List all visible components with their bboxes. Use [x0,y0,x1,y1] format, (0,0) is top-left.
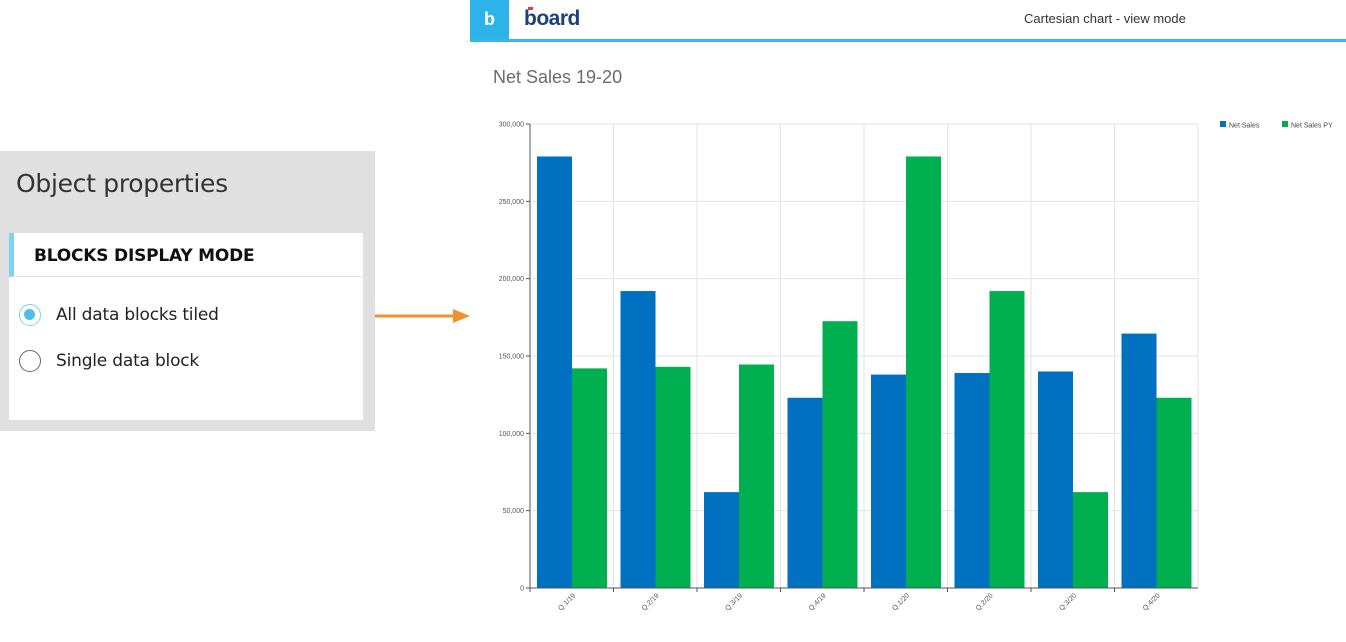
section-header[interactable]: BLOCKS DISPLAY MODE [9,233,363,277]
y-tick-label: 100,000 [499,431,524,438]
bar [537,156,572,589]
bar [739,364,774,588]
bar [572,368,607,588]
app-header: b board Cartesian chart - view mode [470,0,1346,42]
bar [1156,397,1192,588]
x-tick-label: Q.4/19 [808,592,828,612]
bar [655,366,691,588]
legend-label: Net Sales [1229,123,1260,130]
x-tick-label: Q.1/20 [891,592,911,612]
y-tick-label: 50,000 [503,508,525,515]
x-tick-label: Q.4/20 [1142,592,1162,612]
bar [871,374,906,588]
section-title: BLOCKS DISPLAY MODE [34,246,255,266]
board-logo-icon[interactable]: b [470,0,509,39]
bar [822,321,858,588]
properties-card: BLOCKS DISPLAY MODE All data blocks tile… [9,233,363,420]
object-properties-panel: Object properties BLOCKS DISPLAY MODE Al… [0,151,375,431]
bar [704,492,739,588]
arrow-right-icon [375,309,470,323]
bar [620,291,656,588]
view-mode-label: Cartesian chart - view mode [1024,11,1186,26]
bar [787,397,823,588]
bar [954,373,990,588]
bar [1121,333,1157,588]
x-tick-label: Q.2/20 [975,592,995,612]
chart-title: Net Sales 19-20 [493,67,623,87]
x-tick-label: Q.2/19 [641,592,661,612]
legend-swatch [1220,121,1226,127]
bar-chart: 0 50,000 100,000 150,000 200,000 250,000 300,0… [499,121,1333,612]
y-tick-label: 150,000 [499,354,524,361]
y-tick-label: 250,000 [499,199,524,206]
brand-dot-icon [528,7,533,10]
y-tick-label: 300,000 [499,122,524,129]
x-tick-label: Q.1/19 [557,592,577,612]
radio-label: Single data block [56,351,200,371]
bar [1073,492,1108,588]
panel-title: Object properties [16,169,228,198]
radio-checked-icon[interactable] [19,304,41,326]
legend-swatch [1282,121,1288,127]
x-tick-label: Q.3/19 [724,592,744,612]
bar [989,291,1025,588]
x-tick-label: Q.3/20 [1058,592,1078,612]
legend-label: Net Sales PY [1291,123,1333,130]
brand-name: board [524,7,580,30]
radio-label: All data blocks tiled [56,305,219,325]
radio-unchecked-icon[interactable] [19,350,41,372]
y-tick-label: 200,000 [499,276,524,283]
y-tick-label: 0 [520,586,524,593]
bar [906,156,941,589]
bar [1038,371,1073,588]
